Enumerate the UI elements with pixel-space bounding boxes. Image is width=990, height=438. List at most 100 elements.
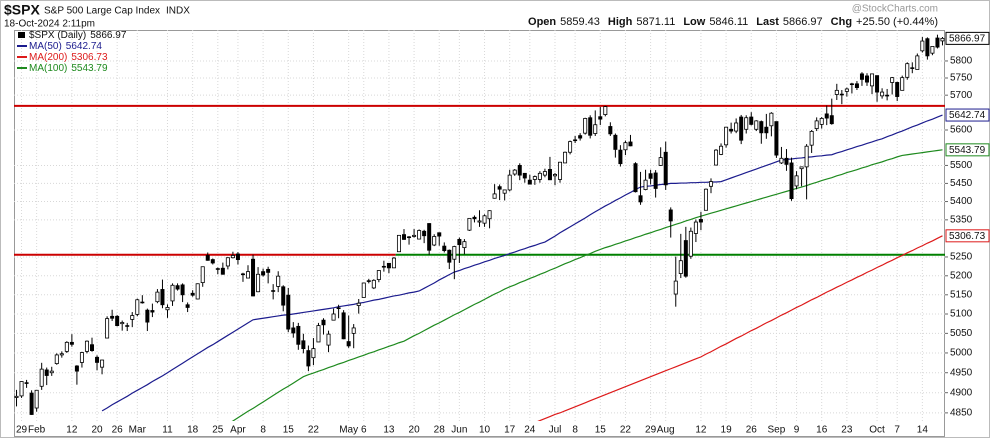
x-tick-label: 9 [794,425,800,436]
candle-body [220,267,225,275]
candle-body [940,37,945,42]
candle-body [724,126,729,146]
y-tick-label: 5800 [950,56,973,67]
candle-body [759,121,764,134]
watermark: @StockCharts.com [852,4,938,15]
candle-body [920,40,925,52]
candle-body [915,55,920,70]
x-tick-label: May [339,425,358,436]
candle-body [854,83,859,88]
candle-body [24,382,29,384]
x-tick-label: 15 [283,425,295,436]
candle-body [326,333,331,346]
candle-body [517,165,522,176]
x-tick-label: Sep [768,425,786,436]
candle-body [135,299,140,315]
candle-body [809,131,814,146]
candle-body [834,89,839,95]
x-tick-label: 19 [721,425,733,436]
x-tick-label: 29 [645,425,657,436]
candle-body [613,134,618,150]
x-tick-label: 12 [695,425,707,436]
candle-body [693,221,698,234]
candle-body [880,91,885,97]
x-tick-label: Mar [129,425,147,436]
candle-body [849,83,854,86]
candle-body [361,282,366,298]
y-tick-label: 5350 [950,214,973,225]
candle-body [452,246,457,260]
x-tick-label: 26 [112,425,124,436]
x-tick-label: 23 [841,425,853,436]
quote-label: Last [756,16,779,28]
candle-body [427,223,432,251]
candle-body [115,315,120,326]
candle-body [185,304,190,308]
candle-body [532,176,537,180]
candle-body [864,75,869,83]
quote: Open 5859.43 High 5871.11 Low 5846.11 Last 5866… [528,16,938,28]
candle-body [729,128,734,132]
x-tick-label: Apr [230,425,246,436]
ma-line [101,114,943,412]
candle-body [482,215,487,224]
candle-body [316,325,321,343]
legend-entry: MA(200) 5306.73 [29,52,108,63]
candle-body [175,285,180,290]
x-tick-label: 6 [361,425,367,436]
candle-body [603,106,608,115]
candle-body [598,116,603,120]
y-tick-label: 5500 [950,160,973,171]
candle-body [200,266,205,284]
candle-body [306,350,311,367]
x-tick-label: 28 [434,425,446,436]
candle-body [205,255,210,261]
candle-body [311,348,316,359]
quote-value: 5871.11 [636,16,675,28]
candle-body [125,325,130,327]
candle-body [215,268,220,270]
y-tick-label: 4950 [950,367,973,378]
candle-body [824,113,829,119]
candle-body [371,279,376,289]
candle-body [331,313,336,321]
x-tick-label: Jun [451,425,467,436]
candle-body [819,118,824,125]
x-tick-label: 18 [187,425,199,436]
candle-body [784,157,789,165]
y-tick-label: 4850 [950,408,973,419]
legend-value: 5642.74 [66,41,103,52]
candle-body [145,309,150,323]
legend-value: 5866.97 [90,30,127,41]
candle-body [749,116,754,125]
y-tick-label: 4900 [950,387,973,398]
candle-body [235,253,240,260]
y-tick-label: 5750 [950,73,973,84]
candle-body [296,325,301,345]
candle-body [789,162,794,200]
candle-body [120,322,125,325]
value-box-label: 5306.73 [949,231,986,242]
candle-body [558,161,563,180]
candle-body [829,115,834,125]
candle-body [261,271,266,276]
y-tick-label: 5000 [950,348,973,359]
candle-body [437,232,442,237]
candle-body [683,240,688,277]
x-tick-label: 22 [308,425,320,436]
candle-body [769,112,774,127]
candle-body [507,174,512,191]
legend-entry: MA(50) 5642.74 [29,41,102,52]
plot-frame [14,30,945,437]
candle-body [719,145,724,155]
y-tick-label: 5700 [950,90,973,101]
plot-area [14,34,945,421]
candle-body [251,258,256,297]
candle-body [502,189,507,194]
timestamp: 18-Oct-2024 2:11pm [4,19,95,30]
ma-line [537,235,943,421]
y-tick-label: 5150 [950,289,973,300]
quote-value: +25.50 (+0.44%) [856,16,938,28]
